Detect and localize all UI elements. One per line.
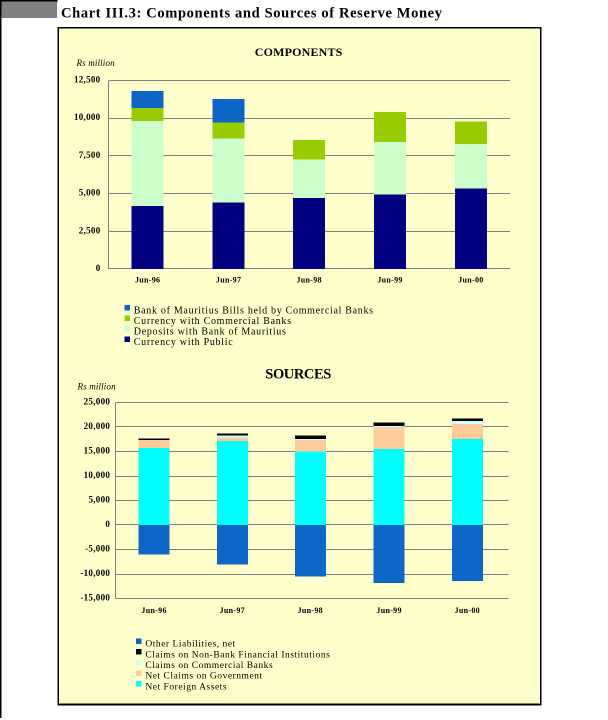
- svg-text:-10,000: -10,000: [80, 568, 110, 578]
- svg-text:2,500: 2,500: [79, 225, 101, 235]
- svg-text:Jun-00: Jun-00: [458, 275, 483, 284]
- svg-text:Claims on Commercial Banks: Claims on Commercial Banks: [145, 661, 273, 671]
- svg-text:Jun-96: Jun-96: [141, 606, 166, 615]
- svg-text:10,000: 10,000: [74, 112, 101, 122]
- svg-text:Deposits with Bank of Mauritiu: Deposits with Bank of Mauritius: [134, 326, 287, 337]
- svg-text:15,000: 15,000: [84, 446, 111, 456]
- svg-text:Jun-97: Jun-97: [216, 275, 241, 284]
- svg-text:Rs million: Rs million: [76, 58, 116, 68]
- svg-text:Jun-96: Jun-96: [135, 275, 160, 284]
- svg-text:5,000: 5,000: [79, 188, 101, 198]
- svg-text:12,500: 12,500: [74, 75, 101, 85]
- svg-text:20,000: 20,000: [84, 421, 111, 431]
- svg-text:5,000: 5,000: [88, 495, 110, 505]
- svg-text:Other Liabilities, net: Other Liabilities, net: [145, 640, 235, 650]
- svg-text:Jun-00: Jun-00: [455, 606, 480, 615]
- svg-text:COMPONENTS: COMPONENTS: [255, 45, 343, 59]
- svg-text:SOURCES: SOURCES: [265, 367, 331, 383]
- svg-text:Currency with Commercial Banks: Currency with Commercial Banks: [134, 316, 292, 327]
- svg-text:Chart III.3: Components and So: Chart III.3: Components and Sources of R…: [61, 5, 443, 21]
- svg-text:0: 0: [105, 519, 110, 529]
- svg-text:Jun-99: Jun-99: [377, 275, 402, 284]
- svg-text:Jun-98: Jun-98: [297, 275, 322, 284]
- svg-text:-5,000: -5,000: [85, 544, 110, 554]
- svg-text:-15,000: -15,000: [80, 593, 110, 603]
- svg-text:10,000: 10,000: [84, 470, 111, 480]
- svg-text:Net Foreign Assets: Net Foreign Assets: [145, 682, 227, 692]
- svg-text:Net Claims on Government: Net Claims on Government: [145, 672, 262, 682]
- svg-text:7,500: 7,500: [79, 150, 101, 160]
- svg-text:Currency with Public: Currency with Public: [134, 337, 234, 348]
- svg-text:Jun-98: Jun-98: [298, 606, 323, 615]
- svg-text:Bank of Mauritius Bills held b: Bank of Mauritius Bills held by Commerci…: [134, 305, 374, 316]
- svg-text:25,000: 25,000: [84, 397, 111, 407]
- svg-text:Jun-99: Jun-99: [376, 606, 401, 615]
- svg-text:Rs million: Rs million: [77, 382, 117, 392]
- svg-text:Claims on Non-Bank Financial I: Claims on Non-Bank Financial Institution…: [145, 650, 330, 660]
- svg-text:0: 0: [96, 263, 101, 273]
- svg-text:Jun-97: Jun-97: [220, 606, 245, 615]
